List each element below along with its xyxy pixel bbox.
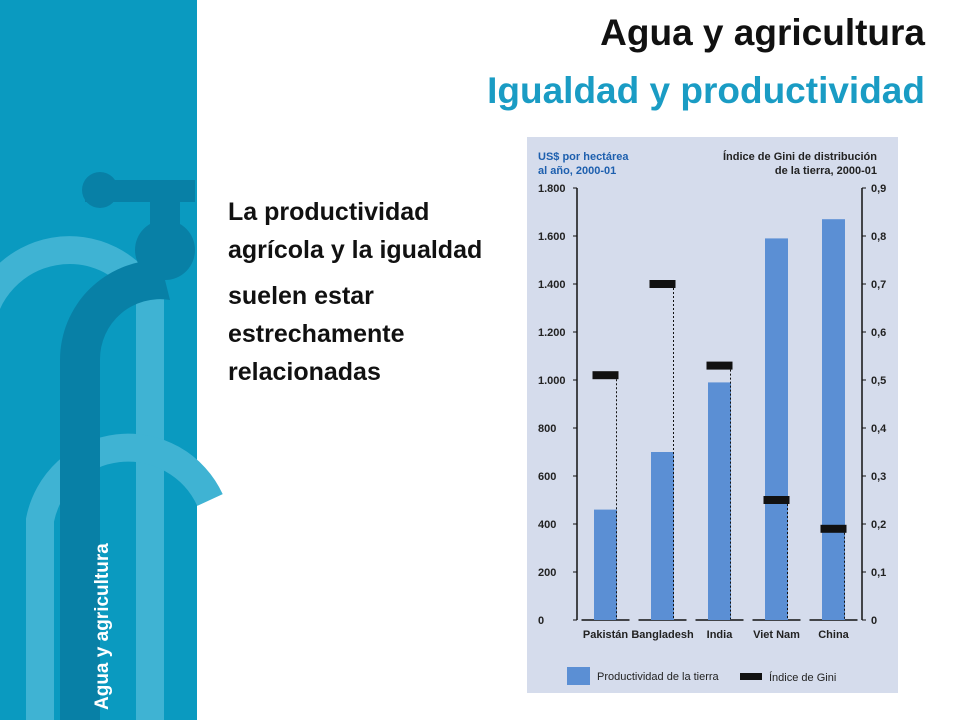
y2-tick-label: 0,8 xyxy=(871,231,886,243)
bar xyxy=(765,238,788,620)
gini-marker xyxy=(820,524,847,533)
y-tick-label: 1.000 xyxy=(538,375,566,387)
x-tick-label: Viet Nam xyxy=(753,629,800,641)
y2-tick-label: 0,2 xyxy=(871,519,886,531)
bar xyxy=(594,509,617,620)
y2-tick-label: 0,6 xyxy=(871,327,886,339)
paragraph: suelen estar estrechamente relacionadas xyxy=(228,282,405,386)
title: Agua y agricultura xyxy=(600,12,925,53)
bar xyxy=(822,219,845,620)
pipe xyxy=(60,172,195,720)
x-tick-label: Bangladesh xyxy=(631,629,694,641)
y-tick-label: 1.400 xyxy=(538,279,566,291)
y2-tick-label: 0,1 xyxy=(871,567,886,579)
bar xyxy=(651,452,674,620)
y-axis-label: al año, 2000-01 xyxy=(538,165,616,177)
sidebar-label: Agua y agricultura xyxy=(92,543,113,710)
y-tick-label: 1.600 xyxy=(538,231,566,243)
gini-marker xyxy=(649,280,676,288)
y-tick-label: 1.800 xyxy=(538,183,566,195)
legend-swatch xyxy=(740,673,762,680)
body-text: La productividad agrícola y la igualdad … xyxy=(228,193,498,399)
y-tick-label: 200 xyxy=(538,567,556,579)
y-tick-label: 400 xyxy=(538,519,556,531)
y2-tick-label: 0,4 xyxy=(871,423,887,435)
y-tick-label: 0 xyxy=(538,615,544,627)
legend-swatch xyxy=(567,667,590,685)
y2-tick-label: 0,5 xyxy=(871,375,886,387)
y2-tick-label: 0,3 xyxy=(871,471,886,483)
chart: 0 200 400 600 800 1.000 1.200 1.400 1.600 1.800 0 0… xyxy=(538,150,887,685)
y-tick-label: 800 xyxy=(538,423,556,435)
y2-axis-label: de la tierra, 2000-01 xyxy=(775,165,877,177)
x-tick-label: India xyxy=(707,629,734,641)
y2-tick-label: 0,7 xyxy=(871,279,886,291)
gini-marker xyxy=(592,371,619,380)
y-tick-label: 1.200 xyxy=(538,327,566,339)
legend-label: Productividad de la tierra xyxy=(597,671,720,683)
x-tick-label: China xyxy=(818,629,849,641)
y2-axis-label: Índice de Gini de distribución xyxy=(723,150,877,163)
y-axis-label: US$ por hectárea xyxy=(538,151,629,163)
subtitle: Igualdad y productividad xyxy=(487,70,925,111)
y2-tick-label: 0 xyxy=(871,615,877,627)
y2-tick-label: 0,9 xyxy=(871,183,886,195)
x-tick-label: Pakistán xyxy=(583,629,629,641)
gini-marker xyxy=(706,361,733,370)
y-tick-label: 600 xyxy=(538,471,556,483)
bar xyxy=(708,382,731,620)
legend-label: Índice de Gini xyxy=(769,671,836,684)
paragraph: La productividad agrícola y la igualdad xyxy=(228,198,483,264)
gini-marker xyxy=(763,496,790,504)
